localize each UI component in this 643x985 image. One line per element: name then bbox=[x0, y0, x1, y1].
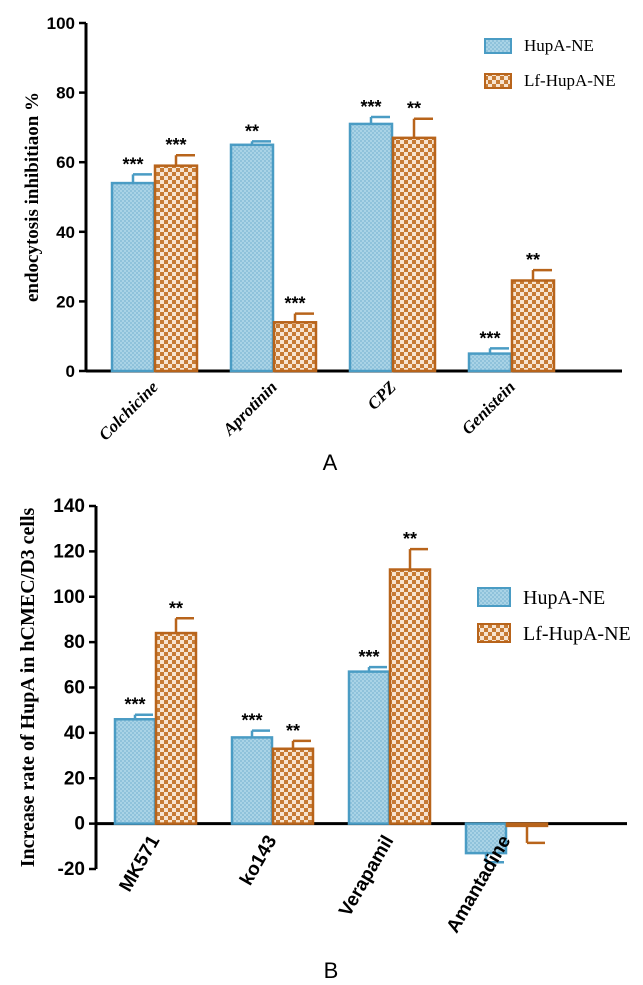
panel-label: B bbox=[324, 958, 339, 983]
y-tick-label: 100 bbox=[47, 14, 75, 33]
significance-label: *** bbox=[360, 97, 381, 117]
x-tick-label: MK571 bbox=[116, 832, 165, 896]
significance-label: *** bbox=[124, 695, 145, 715]
significance-label: ** bbox=[526, 250, 540, 270]
y-tick-label: 140 bbox=[53, 496, 85, 517]
y-tick-label: 20 bbox=[64, 768, 85, 789]
significance-label: ** bbox=[169, 598, 183, 618]
bar bbox=[271, 747, 315, 825]
y-tick-label: 40 bbox=[56, 223, 75, 242]
bar bbox=[229, 143, 275, 373]
legend-swatch bbox=[477, 623, 511, 643]
y-tick-label: 80 bbox=[64, 632, 85, 653]
y-tick-label: 100 bbox=[53, 587, 85, 608]
y-tick-label: 60 bbox=[56, 153, 75, 172]
bar bbox=[464, 822, 508, 855]
x-tick-label: CPZ bbox=[364, 377, 400, 413]
y-tick-label: 80 bbox=[56, 84, 75, 103]
y-tick-label: -20 bbox=[58, 859, 85, 880]
x-tick-label: Colchicine bbox=[95, 377, 162, 444]
legend-label: HupA-NE bbox=[524, 36, 594, 55]
significance-label: *** bbox=[241, 711, 262, 731]
legend-swatch bbox=[477, 587, 511, 607]
bar bbox=[505, 822, 549, 828]
bar bbox=[154, 631, 198, 825]
legend-swatch bbox=[484, 38, 512, 54]
y-tick-label: 60 bbox=[64, 678, 85, 699]
significance-label: *** bbox=[122, 154, 143, 174]
bar bbox=[110, 181, 156, 373]
bar bbox=[230, 736, 274, 825]
y-tick-label: 20 bbox=[56, 292, 75, 311]
significance-label: ** bbox=[286, 721, 300, 741]
y-tick-label: 120 bbox=[53, 541, 85, 562]
bar bbox=[272, 321, 318, 373]
bar bbox=[153, 164, 199, 373]
bar bbox=[510, 279, 556, 373]
significance-label: ** bbox=[407, 99, 421, 119]
legend-label: Lf-HupA-NE bbox=[524, 71, 616, 90]
bar bbox=[113, 718, 157, 825]
bar bbox=[391, 136, 437, 373]
bar bbox=[388, 568, 432, 825]
y-tick-label: 40 bbox=[64, 723, 85, 744]
y-axis-title: endocytosis inhibitiaon % bbox=[22, 92, 43, 302]
significance-label: *** bbox=[284, 294, 305, 314]
legend-swatch bbox=[484, 73, 512, 89]
significance-label: *** bbox=[358, 647, 379, 667]
x-tick-label: ko143 bbox=[236, 832, 281, 889]
significance-label: ** bbox=[245, 121, 259, 141]
significance-label: *** bbox=[165, 135, 186, 155]
x-tick-label: Aprotinin bbox=[219, 377, 281, 439]
panel-b-chart: -20 0 20 40 60 80 100 120 140 Increase rate of Hu… bbox=[17, 496, 631, 983]
bar bbox=[467, 352, 513, 373]
significance-label: *** bbox=[479, 328, 500, 348]
y-tick-label: 0 bbox=[74, 814, 85, 835]
x-tick-label: Verapamil bbox=[335, 832, 398, 920]
legend-label: HupA-NE bbox=[523, 587, 605, 609]
legend-label: Lf-HupA-NE bbox=[523, 623, 631, 645]
x-tick-label: Genistein bbox=[458, 377, 519, 438]
bar bbox=[348, 122, 394, 373]
panel-label: A bbox=[323, 450, 338, 475]
significance-label: ** bbox=[403, 529, 417, 549]
bar bbox=[347, 670, 391, 825]
y-axis-title: Increase rate of HupA in hCMEC/D3 cells bbox=[17, 507, 39, 867]
y-tick-label: 0 bbox=[66, 362, 75, 381]
